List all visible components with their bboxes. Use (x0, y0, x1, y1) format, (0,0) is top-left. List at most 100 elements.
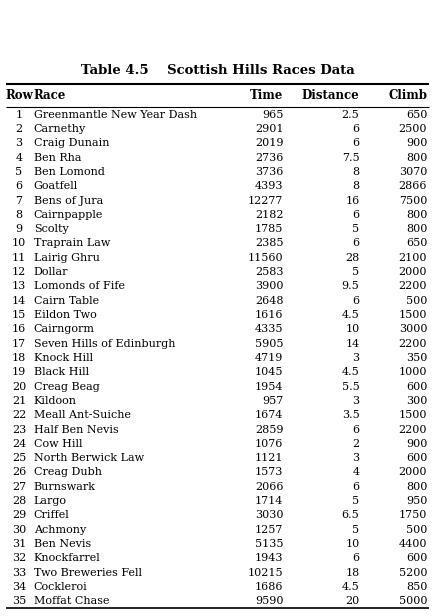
Text: Goatfell: Goatfell (34, 181, 78, 191)
Text: 300: 300 (405, 396, 426, 406)
Text: 3000: 3000 (398, 325, 426, 334)
Text: Largo: Largo (34, 496, 67, 506)
Text: 10215: 10215 (247, 568, 283, 578)
Text: 16: 16 (12, 325, 26, 334)
Text: Moffat Chase: Moffat Chase (34, 596, 109, 606)
Text: 1686: 1686 (254, 582, 283, 592)
Text: Achmony: Achmony (34, 525, 86, 535)
Text: 6: 6 (352, 238, 358, 248)
Text: North Berwick Law: North Berwick Law (34, 453, 144, 463)
Text: 4400: 4400 (398, 539, 426, 549)
Text: 3: 3 (352, 353, 358, 363)
Text: 2066: 2066 (254, 482, 283, 492)
Text: 27: 27 (12, 482, 26, 492)
Text: 2385: 2385 (254, 238, 283, 248)
Text: 9: 9 (15, 224, 23, 234)
Text: 4393: 4393 (254, 181, 283, 191)
Text: 800: 800 (405, 224, 426, 234)
Text: 2583: 2583 (254, 267, 283, 277)
Text: 35: 35 (12, 596, 26, 606)
Text: Row: Row (5, 89, 33, 102)
Text: 30: 30 (12, 525, 26, 535)
Text: Criffel: Criffel (34, 511, 69, 521)
Text: 2866: 2866 (398, 181, 426, 191)
Text: 2648: 2648 (254, 296, 283, 306)
Text: 12: 12 (12, 267, 26, 277)
Text: 14: 14 (345, 339, 358, 349)
Text: 5905: 5905 (254, 339, 283, 349)
Text: Race: Race (34, 89, 66, 102)
Text: Traprain Law: Traprain Law (34, 238, 110, 248)
Text: 3030: 3030 (254, 511, 283, 521)
Text: 2901: 2901 (254, 124, 283, 134)
Text: Ben Rha: Ben Rha (34, 153, 81, 163)
Text: 3900: 3900 (254, 282, 283, 291)
Text: 15: 15 (12, 310, 26, 320)
Text: 5000: 5000 (398, 596, 426, 606)
Text: 8: 8 (352, 181, 358, 191)
Text: 1257: 1257 (254, 525, 283, 535)
Text: Bens of Jura: Bens of Jura (34, 195, 103, 206)
Text: 10: 10 (345, 325, 358, 334)
Text: 5: 5 (352, 496, 358, 506)
Text: 6.5: 6.5 (341, 511, 358, 521)
Text: 3: 3 (15, 138, 23, 148)
Text: 5200: 5200 (398, 568, 426, 578)
Text: 5: 5 (15, 167, 23, 177)
Text: 19: 19 (12, 367, 26, 377)
Text: Distance: Distance (301, 89, 358, 102)
Text: 8: 8 (15, 210, 23, 220)
Text: 4: 4 (15, 153, 23, 163)
Text: Dollar: Dollar (34, 267, 68, 277)
Text: 6: 6 (352, 138, 358, 148)
Text: 2100: 2100 (398, 253, 426, 263)
Text: Scolty: Scolty (34, 224, 69, 234)
Text: 850: 850 (405, 582, 426, 592)
Text: 6: 6 (352, 424, 358, 434)
Text: 5: 5 (352, 267, 358, 277)
Text: 26: 26 (12, 468, 26, 477)
Text: 957: 957 (261, 396, 283, 406)
Text: 34: 34 (12, 582, 26, 592)
Text: 7: 7 (16, 195, 23, 206)
Text: 3.5: 3.5 (341, 410, 358, 420)
Text: 9.5: 9.5 (341, 282, 358, 291)
Text: 2500: 2500 (398, 124, 426, 134)
Text: Cow Hill: Cow Hill (34, 439, 82, 449)
Text: 1121: 1121 (254, 453, 283, 463)
Text: 600: 600 (405, 381, 426, 392)
Text: 2200: 2200 (398, 424, 426, 434)
Text: 28: 28 (345, 253, 358, 263)
Text: Lomonds of Fife: Lomonds of Fife (34, 282, 125, 291)
Text: 2859: 2859 (254, 424, 283, 434)
Text: 2019: 2019 (254, 138, 283, 148)
Text: Creag Beag: Creag Beag (34, 381, 99, 392)
Text: Craig Dunain: Craig Dunain (34, 138, 109, 148)
Text: 24: 24 (12, 439, 26, 449)
Text: Cairn Table: Cairn Table (34, 296, 99, 306)
Text: 4: 4 (352, 468, 358, 477)
Text: 23: 23 (12, 424, 26, 434)
Text: 3: 3 (352, 453, 358, 463)
Text: 28: 28 (12, 496, 26, 506)
Text: Knockfarrel: Knockfarrel (34, 553, 100, 564)
Text: 1750: 1750 (398, 511, 426, 521)
Text: 4.5: 4.5 (341, 310, 358, 320)
Text: 350: 350 (405, 353, 426, 363)
Text: 9590: 9590 (254, 596, 283, 606)
Text: 2000: 2000 (398, 468, 426, 477)
Text: Knock Hill: Knock Hill (34, 353, 93, 363)
Text: 2736: 2736 (254, 153, 283, 163)
Text: 1714: 1714 (254, 496, 283, 506)
Text: 6: 6 (352, 553, 358, 564)
Text: 33: 33 (12, 568, 26, 578)
Text: 1: 1 (15, 110, 23, 120)
Text: 965: 965 (261, 110, 283, 120)
Text: 800: 800 (405, 153, 426, 163)
Text: Cairnpapple: Cairnpapple (34, 210, 103, 220)
Text: 600: 600 (405, 553, 426, 564)
Text: Seven Hills of Edinburgh: Seven Hills of Edinburgh (34, 339, 175, 349)
Text: 20: 20 (345, 596, 358, 606)
Text: 2.5: 2.5 (341, 110, 358, 120)
Text: 32: 32 (12, 553, 26, 564)
